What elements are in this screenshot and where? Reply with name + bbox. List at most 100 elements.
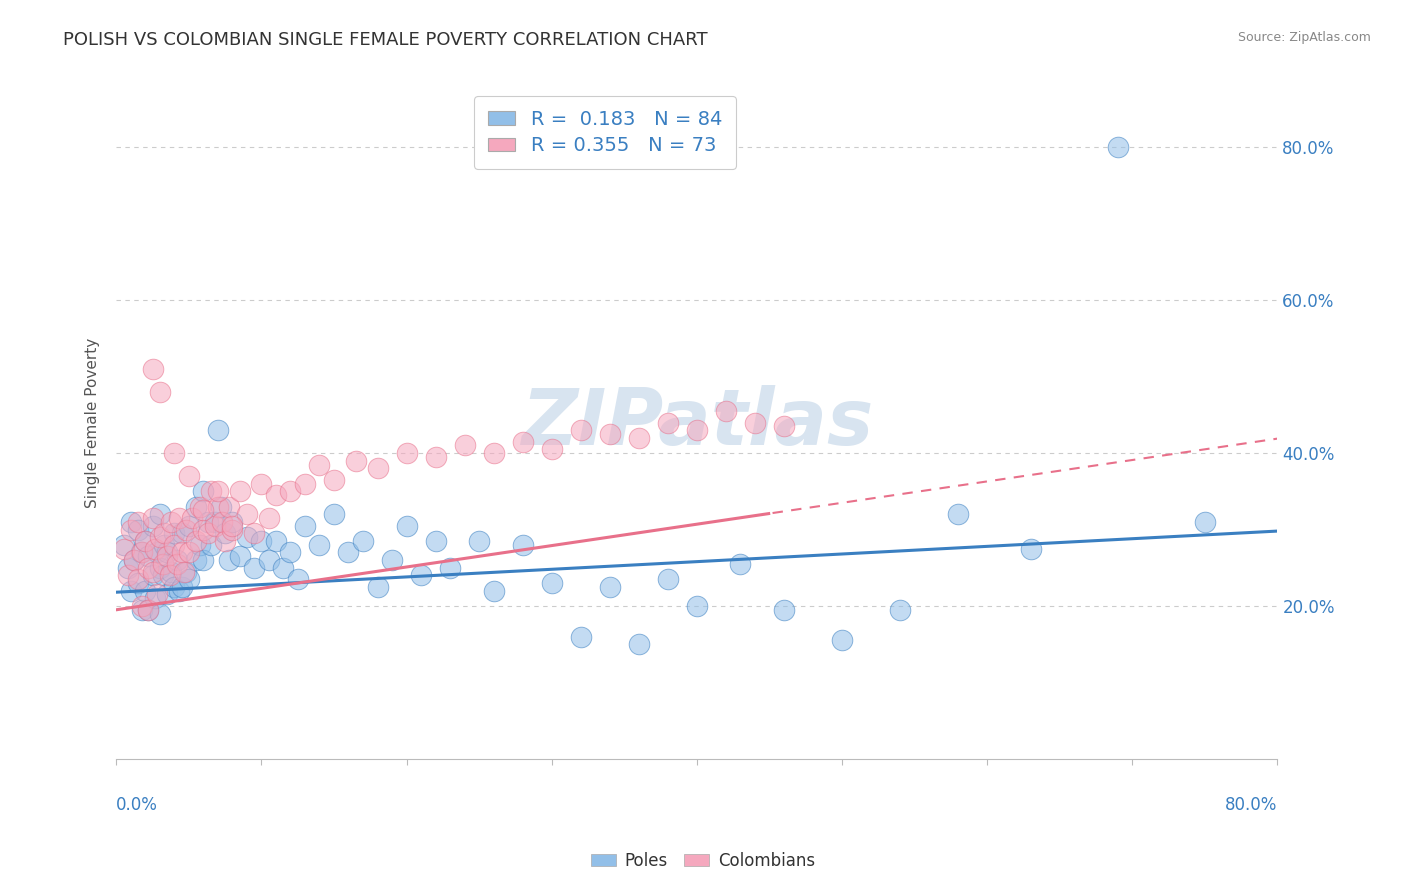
Point — [174, 523, 197, 537]
Point — [163, 526, 186, 541]
Point — [156, 549, 179, 564]
Point — [657, 572, 679, 586]
Point — [160, 565, 183, 579]
Point — [221, 523, 243, 537]
Point — [218, 500, 240, 514]
Point — [200, 484, 222, 499]
Point — [197, 526, 219, 541]
Point — [184, 534, 207, 549]
Text: Source: ZipAtlas.com: Source: ZipAtlas.com — [1237, 31, 1371, 45]
Point — [453, 438, 475, 452]
Point — [207, 423, 229, 437]
Point — [136, 549, 159, 564]
Point — [163, 580, 186, 594]
Point — [160, 515, 183, 529]
Point — [243, 560, 266, 574]
Point — [153, 538, 176, 552]
Point — [211, 515, 233, 529]
Point — [163, 446, 186, 460]
Point — [627, 431, 650, 445]
Point — [152, 557, 174, 571]
Point — [134, 583, 156, 598]
Point — [184, 553, 207, 567]
Point — [120, 515, 142, 529]
Point — [149, 508, 172, 522]
Point — [152, 568, 174, 582]
Point — [439, 560, 461, 574]
Legend: R =  0.183   N = 84, R = 0.355   N = 73: R = 0.183 N = 84, R = 0.355 N = 73 — [474, 96, 735, 169]
Point — [395, 518, 418, 533]
Text: POLISH VS COLOMBIAN SINGLE FEMALE POVERTY CORRELATION CHART: POLISH VS COLOMBIAN SINGLE FEMALE POVERT… — [63, 31, 707, 49]
Point — [287, 572, 309, 586]
Point — [294, 518, 316, 533]
Point — [127, 576, 149, 591]
Point — [250, 534, 273, 549]
Point — [134, 534, 156, 549]
Legend: Poles, Colombians: Poles, Colombians — [585, 846, 821, 877]
Point — [142, 511, 165, 525]
Point — [599, 427, 621, 442]
Point — [744, 416, 766, 430]
Point — [482, 583, 505, 598]
Point — [221, 518, 243, 533]
Point — [686, 599, 709, 613]
Point — [177, 518, 200, 533]
Point — [190, 538, 212, 552]
Point — [142, 568, 165, 582]
Point — [209, 500, 232, 514]
Point — [773, 603, 796, 617]
Point — [117, 568, 139, 582]
Point — [177, 572, 200, 586]
Point — [145, 541, 167, 556]
Point — [197, 515, 219, 529]
Point — [167, 511, 190, 525]
Point — [308, 458, 330, 472]
Point — [946, 508, 969, 522]
Point — [120, 583, 142, 598]
Point — [193, 553, 215, 567]
Point — [569, 630, 592, 644]
Point — [127, 515, 149, 529]
Point — [468, 534, 491, 549]
Point — [112, 541, 135, 556]
Point — [129, 545, 152, 559]
Point — [174, 565, 197, 579]
Point — [425, 534, 447, 549]
Point — [170, 580, 193, 594]
Point — [149, 560, 172, 574]
Point — [569, 423, 592, 437]
Point — [149, 530, 172, 544]
Point — [180, 511, 202, 525]
Point — [120, 523, 142, 537]
Point — [156, 545, 179, 559]
Point — [166, 553, 188, 567]
Point — [280, 484, 302, 499]
Point — [228, 484, 250, 499]
Point — [156, 587, 179, 601]
Point — [344, 454, 367, 468]
Point — [153, 526, 176, 541]
Point — [214, 534, 236, 549]
Point — [599, 580, 621, 594]
Point — [131, 599, 153, 613]
Point — [236, 530, 259, 544]
Point — [149, 384, 172, 399]
Point — [323, 508, 346, 522]
Point — [170, 526, 193, 541]
Point — [112, 538, 135, 552]
Point — [540, 576, 562, 591]
Point — [193, 503, 215, 517]
Point — [221, 515, 243, 529]
Point — [142, 565, 165, 579]
Point — [482, 446, 505, 460]
Point — [243, 526, 266, 541]
Point — [308, 538, 330, 552]
Point — [159, 568, 181, 582]
Point — [323, 473, 346, 487]
Point — [1019, 541, 1042, 556]
Point — [381, 553, 404, 567]
Point — [236, 508, 259, 522]
Point — [134, 534, 156, 549]
Y-axis label: Single Female Poverty: Single Female Poverty — [86, 337, 100, 508]
Point — [714, 404, 737, 418]
